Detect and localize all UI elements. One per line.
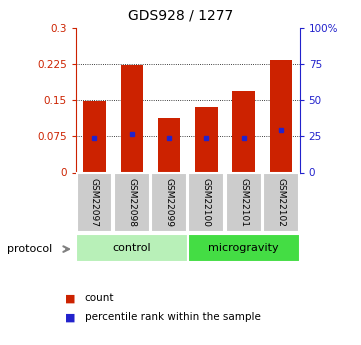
Bar bbox=[232, 91, 255, 172]
Bar bbox=[121, 65, 143, 172]
Text: GSM22102: GSM22102 bbox=[277, 178, 286, 227]
Text: GSM22098: GSM22098 bbox=[127, 178, 136, 227]
Bar bbox=[188, 235, 300, 263]
Bar bbox=[195, 107, 218, 172]
Bar bbox=[188, 173, 224, 232]
Bar bbox=[76, 235, 188, 263]
Text: ■: ■ bbox=[65, 313, 75, 322]
Bar bbox=[158, 118, 180, 172]
Bar bbox=[114, 173, 150, 232]
Bar bbox=[151, 173, 187, 232]
Text: count: count bbox=[85, 294, 114, 303]
Text: microgravity: microgravity bbox=[208, 243, 279, 253]
Bar bbox=[263, 173, 299, 232]
Text: GSM22097: GSM22097 bbox=[90, 178, 99, 227]
Text: GDS928 / 1277: GDS928 / 1277 bbox=[128, 9, 233, 23]
Bar bbox=[83, 101, 106, 172]
Text: ■: ■ bbox=[65, 294, 75, 303]
Bar bbox=[77, 173, 112, 232]
Text: percentile rank within the sample: percentile rank within the sample bbox=[85, 313, 261, 322]
Bar bbox=[270, 60, 292, 172]
Text: protocol: protocol bbox=[7, 244, 52, 254]
Text: GSM22100: GSM22100 bbox=[202, 178, 211, 227]
Text: control: control bbox=[113, 243, 151, 253]
Text: GSM22101: GSM22101 bbox=[239, 178, 248, 227]
Text: GSM22099: GSM22099 bbox=[165, 178, 174, 227]
Bar bbox=[226, 173, 262, 232]
